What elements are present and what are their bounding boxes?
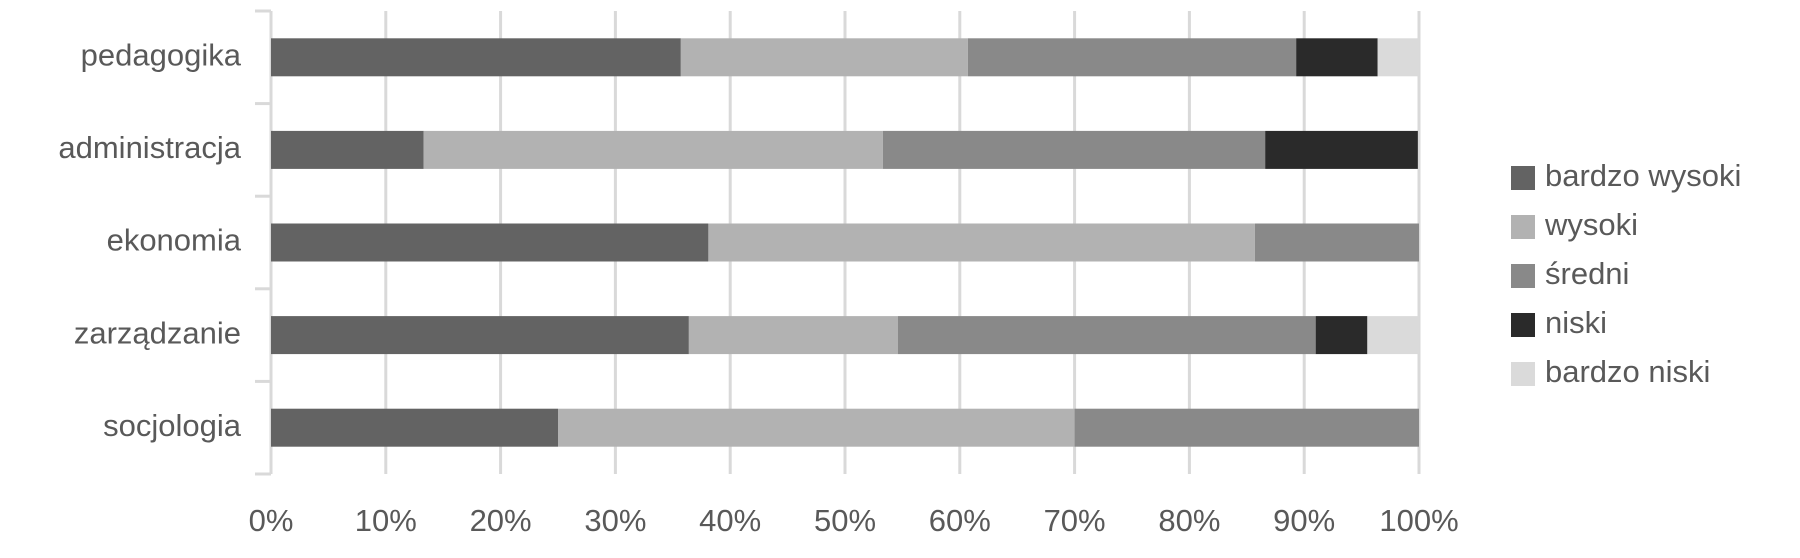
bar-segment [708, 223, 1255, 262]
bar-segment [967, 38, 1297, 77]
x-tick-label: 50% [814, 503, 876, 538]
bar-segment [897, 316, 1316, 355]
y-tick-label: pedagogika [81, 37, 242, 72]
x-tick-label: 30% [584, 503, 646, 538]
x-tick-label: 90% [1273, 503, 1335, 538]
bar-segment [688, 316, 898, 355]
y-tick-label: ekonomia [107, 223, 242, 258]
bar-segment [271, 408, 558, 447]
y-tick-label: socjologia [103, 408, 242, 443]
x-tick-label: 70% [1044, 503, 1106, 538]
bar-segment [1265, 130, 1418, 169]
bar-segment [558, 408, 1075, 447]
x-tick-label: 0% [249, 503, 294, 538]
x-tick-label: 100% [1379, 503, 1458, 538]
x-tick-label: 10% [355, 503, 417, 538]
bar-segment [680, 38, 968, 77]
y-tick-label: zarządzanie [74, 315, 241, 350]
legend-label: niski [1545, 305, 1607, 340]
bar-segment [271, 223, 709, 262]
y-tick-label: administracja [58, 130, 241, 165]
bar-segment [1315, 316, 1368, 355]
legend-swatch [1511, 166, 1535, 190]
legend-swatch [1511, 362, 1535, 386]
bar-segment [1074, 408, 1419, 447]
bar-segment [271, 316, 689, 355]
bar-segment [1254, 223, 1419, 262]
legend-swatch [1511, 313, 1535, 337]
bar-segment [1296, 38, 1378, 77]
bar-segment [1377, 38, 1419, 77]
bar-segment [1367, 316, 1419, 355]
x-tick-label: 20% [470, 503, 532, 538]
legend-label: średni [1545, 256, 1629, 291]
x-tick-label: 80% [1158, 503, 1220, 538]
legend-swatch [1511, 264, 1535, 288]
legend-label: bardzo niski [1545, 354, 1710, 389]
bar-segment [271, 130, 424, 169]
bar-segment [882, 130, 1266, 169]
bar-segment [271, 38, 681, 77]
legend-label: bardzo wysoki [1545, 158, 1741, 193]
x-tick-label: 60% [929, 503, 991, 538]
legend-label: wysoki [1544, 207, 1638, 242]
bar-segment [423, 130, 883, 169]
legend-swatch [1511, 215, 1535, 239]
x-tick-label: 40% [699, 503, 761, 538]
